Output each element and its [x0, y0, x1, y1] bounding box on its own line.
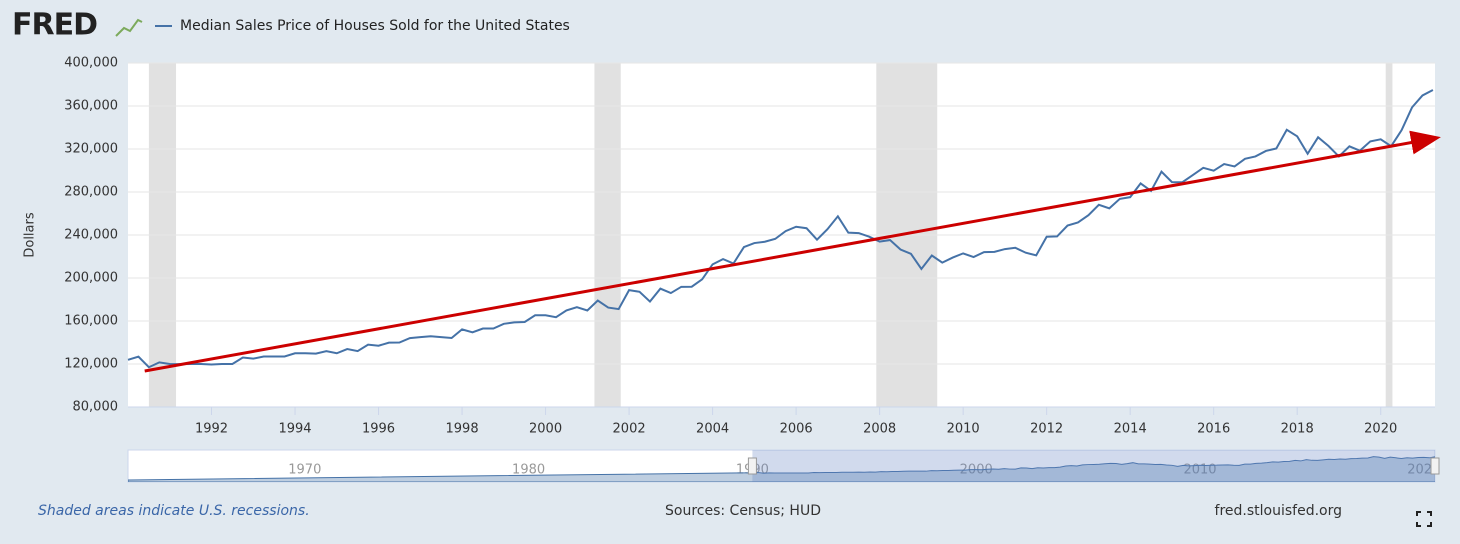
x-tick-label: 2008: [863, 422, 896, 437]
legend-label: Median Sales Price of Houses Sold for th…: [180, 18, 570, 34]
y-tick-label: 240,000: [64, 228, 118, 243]
x-tick-label: 2014: [1114, 422, 1147, 437]
x-tick-label: 1992: [195, 422, 228, 437]
recession-note[interactable]: Shaded areas indicate U.S. recessions.: [38, 503, 310, 519]
trend-arrow: [144, 130, 1441, 373]
brand: FRED: [12, 8, 97, 43]
fullscreen-icon[interactable]: [1416, 511, 1432, 527]
x-tick-label: 2012: [1030, 422, 1063, 437]
navigator-area: [128, 456, 1435, 482]
y-tick-label: 320,000: [64, 142, 118, 157]
navigator-selection: [752, 450, 1435, 482]
navigator-tick-label: 1980: [512, 463, 545, 478]
x-tick-label: 2002: [613, 422, 646, 437]
navigator-tick-label: 2020: [1407, 463, 1440, 478]
x-tick-label: 1996: [362, 422, 395, 437]
x-tick-label: 2004: [696, 422, 729, 437]
site[interactable]: fred.stlouisfed.org: [1215, 503, 1342, 519]
sources: Sources: Census; HUD: [665, 503, 821, 519]
navigator-handle[interactable]: [1430, 457, 1440, 475]
y-tick-label: 280,000: [64, 185, 118, 200]
y-tick-label: 80,000: [73, 400, 119, 415]
x-tick-label: 2020: [1364, 422, 1397, 437]
navigator-handle[interactable]: [747, 457, 757, 475]
x-tick-label: 1994: [278, 422, 311, 437]
navigator: [127, 449, 1436, 483]
x-tick-label: 2010: [947, 422, 980, 437]
series-line: [127, 89, 1434, 369]
y-tick-label: 400,000: [64, 56, 118, 71]
x-tick-label: 2016: [1197, 422, 1230, 437]
x-tick-label: 2000: [529, 422, 562, 437]
y-tick-label: 120,000: [64, 357, 118, 372]
navigator-tick-label: 2010: [1183, 463, 1216, 478]
brand-icon: [115, 18, 143, 37]
y-tick-label: 360,000: [64, 99, 118, 114]
x-tick-label: 1998: [446, 422, 479, 437]
navigator-tick-label: 1970: [288, 463, 321, 478]
y-axis-label: Dollars: [23, 212, 38, 257]
x-tick-label: 2018: [1281, 422, 1314, 437]
y-tick-label: 160,000: [64, 314, 118, 329]
y-tick-label: 200,000: [64, 271, 118, 286]
x-tick-label: 2006: [780, 422, 813, 437]
